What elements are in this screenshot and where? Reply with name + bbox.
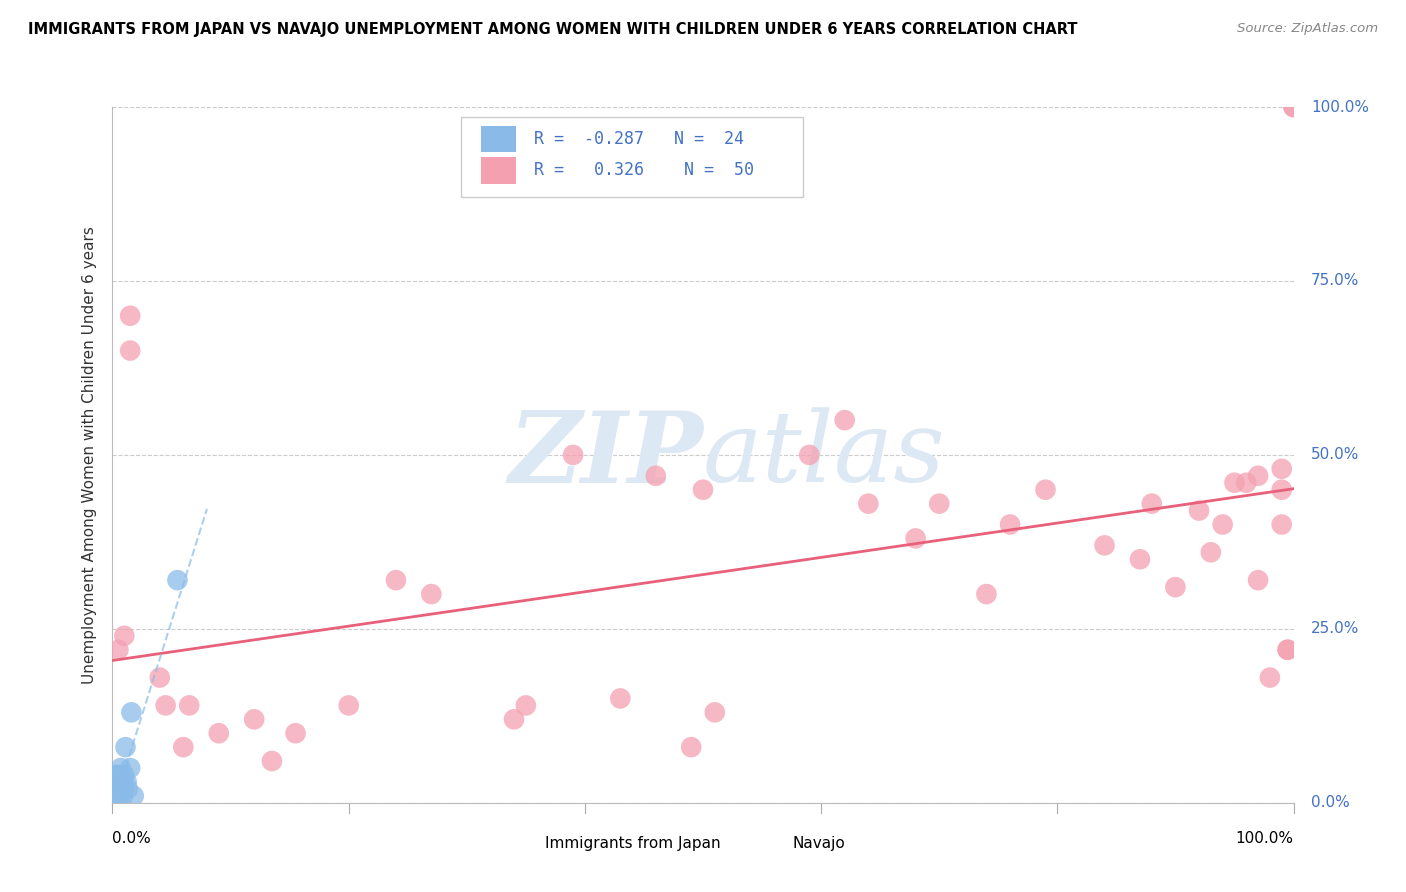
Point <box>998 517 1021 532</box>
Point <box>1223 475 1246 490</box>
Point <box>112 781 135 796</box>
Point <box>108 789 131 803</box>
Point <box>976 587 998 601</box>
Point <box>420 587 443 601</box>
Point <box>120 761 142 775</box>
Point <box>112 629 135 643</box>
Point <box>117 781 139 796</box>
Text: R =  -0.287   N =  24: R = -0.287 N = 24 <box>534 130 744 148</box>
Point <box>105 781 128 796</box>
Point <box>834 413 856 427</box>
Text: Navajo: Navajo <box>793 837 845 851</box>
Point <box>260 754 283 768</box>
Point <box>928 497 950 511</box>
Point <box>1277 642 1299 657</box>
Point <box>1282 100 1305 114</box>
Point <box>107 781 129 796</box>
Point <box>1129 552 1152 566</box>
Point <box>1234 475 1257 490</box>
Point <box>120 309 142 323</box>
Point <box>155 698 177 713</box>
Point <box>105 775 128 789</box>
Text: 25.0%: 25.0% <box>1312 622 1360 636</box>
Point <box>692 483 714 497</box>
Text: 75.0%: 75.0% <box>1312 274 1360 288</box>
Point <box>1140 497 1163 511</box>
Point <box>1094 538 1116 552</box>
Point <box>609 691 631 706</box>
Point <box>799 448 821 462</box>
Point <box>120 706 142 720</box>
Point <box>1258 671 1281 685</box>
Point <box>1199 545 1222 559</box>
FancyBboxPatch shape <box>481 126 516 153</box>
Point <box>107 642 129 657</box>
Point <box>114 740 136 755</box>
Text: IMMIGRANTS FROM JAPAN VS NAVAJO UNEMPLOYMENT AMONG WOMEN WITH CHILDREN UNDER 6 Y: IMMIGRANTS FROM JAPAN VS NAVAJO UNEMPLOY… <box>28 22 1077 37</box>
Point <box>284 726 307 740</box>
Point <box>337 698 360 713</box>
Point <box>105 789 128 803</box>
Point <box>107 768 129 782</box>
Text: R =   0.326    N =  50: R = 0.326 N = 50 <box>534 161 754 179</box>
Point <box>110 761 132 775</box>
Point <box>904 532 927 546</box>
Point <box>112 768 135 782</box>
Point <box>111 781 134 796</box>
Point <box>1247 468 1270 483</box>
FancyBboxPatch shape <box>751 832 783 855</box>
Point <box>703 706 725 720</box>
Point <box>172 740 194 755</box>
Point <box>562 448 585 462</box>
Point <box>1188 503 1211 517</box>
Text: 50.0%: 50.0% <box>1312 448 1360 462</box>
Point <box>858 497 880 511</box>
FancyBboxPatch shape <box>502 832 536 855</box>
Point <box>503 712 526 726</box>
Point <box>515 698 537 713</box>
Text: 0.0%: 0.0% <box>1312 796 1350 810</box>
Point <box>105 768 128 782</box>
Text: Immigrants from Japan: Immigrants from Japan <box>544 837 720 851</box>
Text: 100.0%: 100.0% <box>1312 100 1369 114</box>
Point <box>1271 462 1294 476</box>
Point <box>243 712 266 726</box>
Point <box>1164 580 1187 594</box>
FancyBboxPatch shape <box>461 118 803 197</box>
Point <box>1247 573 1270 587</box>
Text: 0.0%: 0.0% <box>112 830 152 846</box>
Point <box>179 698 201 713</box>
Text: 100.0%: 100.0% <box>1236 830 1294 846</box>
Point <box>122 789 145 803</box>
Point <box>112 775 135 789</box>
Point <box>115 775 138 789</box>
Point <box>166 573 188 587</box>
Point <box>149 671 172 685</box>
Point <box>208 726 231 740</box>
Point <box>103 781 125 796</box>
Point <box>1282 100 1305 114</box>
Point <box>1277 642 1299 657</box>
Point <box>1271 517 1294 532</box>
Text: Source: ZipAtlas.com: Source: ZipAtlas.com <box>1237 22 1378 36</box>
Point <box>120 343 142 358</box>
Text: ZIP: ZIP <box>508 407 703 503</box>
Point <box>108 775 131 789</box>
Point <box>681 740 703 755</box>
Point <box>112 789 135 803</box>
FancyBboxPatch shape <box>481 157 516 184</box>
Point <box>385 573 408 587</box>
Point <box>1212 517 1234 532</box>
Point <box>644 468 666 483</box>
Point <box>104 775 127 789</box>
Point <box>110 781 132 796</box>
Text: atlas: atlas <box>703 408 946 502</box>
Point <box>1035 483 1057 497</box>
Point <box>1271 483 1294 497</box>
Y-axis label: Unemployment Among Women with Children Under 6 years: Unemployment Among Women with Children U… <box>82 226 97 684</box>
